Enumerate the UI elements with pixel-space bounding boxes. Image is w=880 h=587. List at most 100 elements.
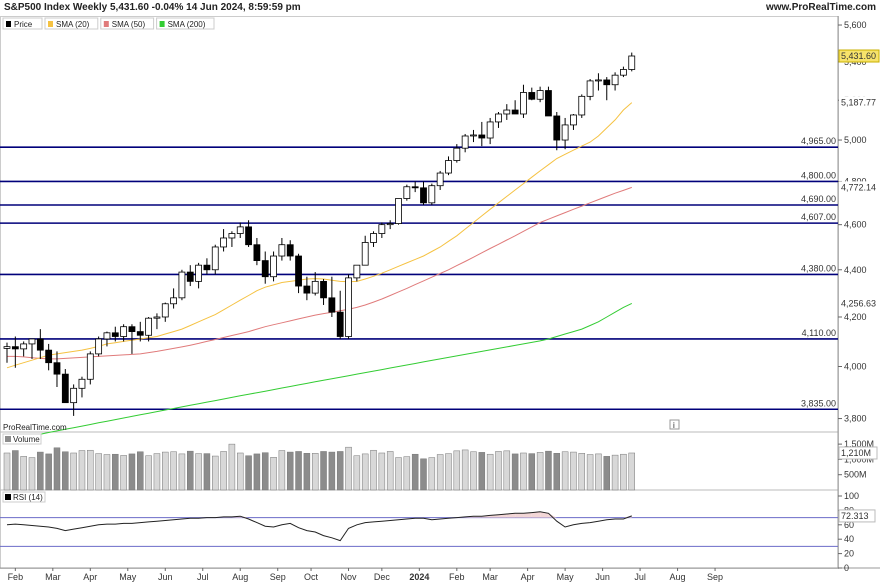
candle-body: [453, 147, 461, 161]
x-tick-label: Aug: [670, 572, 686, 582]
price-tick-label: 5,000: [844, 135, 867, 145]
level-label: 4,690.00: [801, 194, 836, 204]
candle-body: [495, 113, 502, 123]
volume-bar: [128, 453, 136, 491]
volume-bar: [70, 452, 77, 491]
candle-body: [345, 277, 352, 337]
x-tick-label: Nov: [341, 572, 358, 582]
volume-bar: [470, 451, 477, 491]
x-tick-label: May: [557, 572, 575, 582]
rsi-tick-label: 60: [844, 520, 854, 530]
volume-bar: [586, 454, 594, 491]
legend-label: SMA (50): [112, 20, 146, 29]
candle-body: [603, 79, 611, 86]
x-tick-label: Aug: [232, 572, 248, 582]
level-label: 4,110.00: [802, 328, 836, 338]
legend-swatch: [48, 21, 53, 27]
x-tick-label: Jun: [158, 572, 173, 582]
rsi-legend: [2, 491, 46, 503]
x-tick-label: Sep: [707, 572, 723, 582]
candle-body: [378, 224, 386, 234]
candle-body: [220, 237, 227, 248]
legend-item: [44, 17, 99, 30]
volume-bar: [195, 453, 202, 491]
level-label: 4,380.00: [801, 263, 836, 273]
legend-label: SMA (200): [168, 20, 206, 29]
x-tick-label: Dec: [374, 572, 391, 582]
volume-bar: [611, 454, 619, 491]
x-tick-label: Feb: [449, 572, 465, 582]
level-label: 4,965.00: [801, 136, 836, 146]
candle-body: [61, 373, 69, 404]
site-label: www.ProRealTime.com: [765, 2, 876, 13]
volume-bar: [595, 453, 602, 491]
legend-item: [156, 17, 215, 30]
volume-bar: [478, 452, 486, 491]
volume-bar: [320, 451, 327, 491]
legend-label: Price: [14, 20, 33, 29]
last-value-box: [839, 96, 879, 109]
candle-body: [370, 233, 377, 243]
volume-last-label: 1,210M: [841, 448, 871, 458]
volume-bar: [145, 455, 152, 491]
last-value-label: 4,256.63: [841, 298, 876, 308]
price-tick-label: 4,400: [844, 265, 867, 275]
candle-body: [328, 297, 336, 313]
volume-bar: [20, 456, 27, 491]
legend-label: SMA (20): [56, 20, 90, 29]
candle-body: [36, 338, 44, 351]
volume-bar: [212, 455, 219, 491]
volume-tick-label: 500M: [844, 470, 867, 480]
volume-bar: [545, 450, 552, 491]
volume-bar: [420, 458, 427, 491]
volume-bar: [328, 451, 336, 491]
candle-body: [28, 338, 36, 345]
x-tick-label: Feb: [8, 572, 24, 582]
volume-legend-swatch: [5, 436, 11, 442]
volume-bar: [511, 453, 519, 491]
volume-bar: [270, 457, 277, 491]
candle-body: [195, 264, 202, 282]
volume-bar: [461, 449, 469, 491]
price-tick-label: 4,600: [844, 220, 867, 230]
candle-body: [153, 316, 161, 319]
volume-tick-label: 1,500M: [844, 439, 874, 449]
candle-body: [545, 90, 552, 117]
candle-body: [278, 244, 286, 257]
volume-bar: [578, 453, 586, 491]
level-label: 4,800.00: [801, 170, 836, 180]
rsi-legend-label: RSI (14): [13, 493, 43, 502]
candle-body: [86, 353, 94, 380]
watermark-label: ProRealTime.com: [3, 423, 67, 432]
candle-body: [353, 264, 361, 279]
candle-body: [561, 124, 569, 141]
candle-body: [620, 69, 627, 76]
volume-bar: [561, 451, 569, 491]
volume-bar: [187, 450, 194, 491]
rsi-tick-label: 40: [844, 534, 854, 544]
candle-body: [586, 80, 594, 97]
rsi-tick-label: 100: [844, 491, 859, 501]
last-value-box: [839, 297, 879, 310]
candle-body: [511, 109, 519, 115]
candle-body: [178, 271, 186, 299]
candle-body: [436, 172, 444, 187]
candle-body: [570, 114, 577, 126]
x-tick-label: Mar: [45, 572, 61, 582]
candle-body: [578, 95, 586, 116]
volume-bar: [253, 453, 261, 491]
sma200-line: [6, 302, 633, 441]
volume-bar: [453, 450, 461, 491]
sma20-line: [6, 102, 633, 369]
candle-body: [136, 331, 144, 336]
candle-body: [78, 378, 86, 389]
volume-bar: [370, 449, 377, 491]
candle-body: [20, 343, 28, 350]
candle-body: [203, 264, 211, 271]
volume-bar: [236, 452, 244, 491]
candle-body: [111, 332, 119, 337]
volume-bar: [628, 452, 635, 491]
legend-item: [100, 17, 155, 30]
price-tick-label: 4,000: [844, 362, 867, 372]
